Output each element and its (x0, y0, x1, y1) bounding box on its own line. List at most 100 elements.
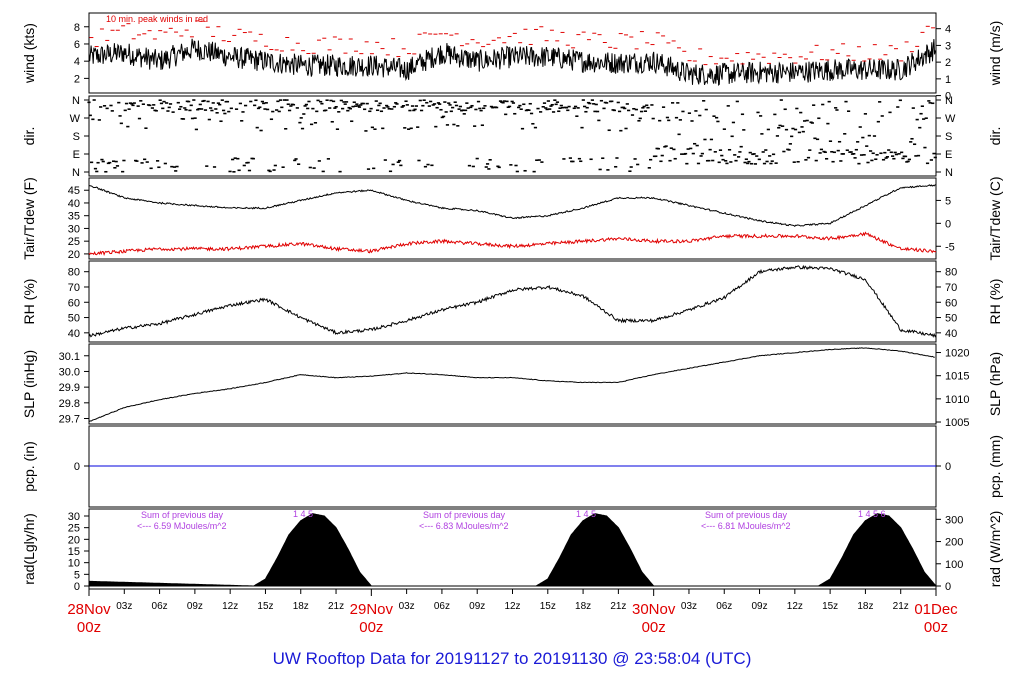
rh-right-tick-label: 80 (945, 267, 957, 279)
hour-tick-label: 21z (893, 601, 909, 612)
dir-frame (88, 95, 937, 177)
temp-left-tick-label: 20 (68, 249, 80, 261)
wind-left-label: wind (kts) (21, 23, 37, 84)
rh-left-tick-label: 50 (68, 313, 80, 325)
wind-peak-marks (89, 20, 936, 66)
rad-right-tick-label: 0 (945, 581, 951, 593)
temp-air-line (88, 184, 937, 227)
wind-right-tick-label: 4 (945, 24, 951, 36)
temp-dew-line (88, 231, 937, 256)
time-axis: 03z 06z 09z 12z 15z 18z 21z 03z 06z 09z 12z 15z 18z 2… (67, 589, 958, 636)
rad-left-tick-label: 10 (68, 558, 80, 570)
hour-tick-label: 18z (857, 601, 873, 612)
hour-tick-label: 18z (293, 601, 309, 612)
rh-line (88, 264, 937, 338)
pcp-left-tick-label: 0 (74, 461, 80, 473)
temp-left-tick-label: 35 (68, 211, 80, 223)
wind-left-tick-label: 4 (74, 56, 80, 68)
pcp-right-label: pcp. (mm) (987, 435, 1003, 498)
hour-tick-label: 12z (504, 601, 520, 612)
rad-area (88, 513, 938, 587)
rad-left-tick-label: 5 (74, 569, 80, 581)
day-label-date: 01Dec (914, 601, 958, 618)
dir-tick-label: N (945, 95, 953, 107)
slp-frame (88, 343, 937, 425)
rad-left-tick-label: 25 (68, 523, 80, 535)
panel-slp: SLP (inHg) SLP (hPa) 29.7 29.8 29.9 30.0 30.1 1… (21, 343, 1003, 429)
rad-annotation-marks: 1 4 5 (576, 509, 596, 519)
wind-frame (88, 12, 937, 94)
rh-left-tick-label: 80 (68, 267, 80, 279)
day-label-date: 29Nov (350, 601, 394, 618)
dir-marks (87, 99, 937, 173)
rad-annotation-sum: <--- 6.59 MJoules/m^2 (137, 521, 227, 531)
wind-speed-line (88, 38, 936, 86)
rh-right-tick-label: 70 (945, 282, 957, 294)
rad-left-tick-label: 20 (68, 534, 80, 546)
dir-tick-label: E (945, 149, 952, 161)
panel-rh: RH (%) RH (%) 40 50 60 70 80 40 50 60 70 80 (21, 260, 1003, 343)
hour-tick-label: 06z (434, 601, 450, 612)
dir-tick-label: W (945, 113, 956, 125)
dir-tick-label: W (70, 113, 81, 125)
rad-right-tick-label: 200 (945, 537, 963, 549)
hour-tick-label: 03z (116, 601, 132, 612)
day-label-date: 30Nov (632, 601, 676, 618)
hour-tick-label: 15z (540, 601, 556, 612)
rh-left-label: RH (%) (21, 279, 37, 325)
rh-right-label: RH (%) (987, 279, 1003, 325)
hour-tick-label: 18z (575, 601, 591, 612)
rh-right-tick-label: 40 (945, 328, 957, 340)
panel-wind: wind (kts) wind (m/s) 2 4 6 8 0 1 2 3 4 10 min. pea… (21, 12, 1003, 103)
hour-tick-label: 12z (222, 601, 238, 612)
temp-right-tick-label: -5 (945, 241, 955, 253)
hour-tick-label: 21z (610, 601, 626, 612)
temp-right-tick-label: 0 (945, 218, 951, 230)
rh-right-tick-label: 60 (945, 297, 957, 309)
day-label-hour: 00z (642, 619, 666, 636)
panel-dir: dir. dir.N NW WS SE EN N (21, 95, 1003, 179)
panel-pcp: pcp. (in) pcp. (mm) 0 0 (21, 425, 1003, 508)
temp-frame (88, 177, 937, 260)
dir-tick-label: E (73, 149, 80, 161)
rh-frame (88, 260, 937, 343)
wind-left-tick-label: 2 (74, 73, 80, 85)
slp-right-tick-label: 1015 (945, 371, 969, 383)
rad-annotation-sum: <--- 6.83 MJoules/m^2 (419, 521, 509, 531)
rad-right-label: rad (W/m^2) (987, 511, 1003, 588)
temp-left-tick-label: 45 (68, 185, 80, 197)
rad-left-tick-label: 0 (74, 581, 80, 593)
slp-right-tick-label: 1020 (945, 348, 969, 360)
rad-annotation-title: Sum of previous day (705, 510, 788, 520)
wind-right-tick-label: 0 (945, 91, 951, 103)
hour-tick-label: 21z (328, 601, 344, 612)
rad-annotation-title: Sum of previous day (141, 510, 224, 520)
pcp-left-label: pcp. (in) (21, 441, 37, 492)
wind-left-tick-label: 6 (74, 39, 80, 51)
slp-left-tick-label: 30.0 (59, 366, 80, 378)
dir-left-label: dir. (21, 127, 37, 146)
hour-tick-label: 09z (187, 601, 203, 612)
slp-left-tick-label: 29.9 (59, 382, 80, 394)
pcp-right-tick-label: 0 (945, 461, 951, 473)
slp-right-tick-label: 1005 (945, 417, 969, 429)
slp-left-label: SLP (inHg) (21, 350, 37, 418)
rad-annotation-marks: 1 4 5 6 (858, 509, 886, 519)
hour-tick-label: 09z (469, 601, 485, 612)
rad-left-label: rad(Lgly/hr) (21, 513, 37, 585)
dir-right-label: dir. (987, 127, 1003, 146)
day-label-hour: 00z (77, 619, 101, 636)
chart-title: UW Rooftop Data for 20191127 to 20191130… (272, 649, 752, 668)
dir-tick-label: S (945, 131, 952, 143)
wind-right-tick-label: 1 (945, 74, 951, 86)
temp-left-label: Tair/Tdew (F) (21, 177, 37, 259)
wind-right-tick-label: 2 (945, 57, 951, 69)
day-label-date: 28Nov (67, 601, 111, 618)
day-label-hour: 00z (924, 619, 948, 636)
rad-annotation-marks: 1 4 5 (293, 509, 313, 519)
rad-left-tick-label: 15 (68, 546, 80, 558)
hour-tick-label: 09z (751, 601, 767, 612)
dir-tick-label: N (72, 95, 80, 107)
